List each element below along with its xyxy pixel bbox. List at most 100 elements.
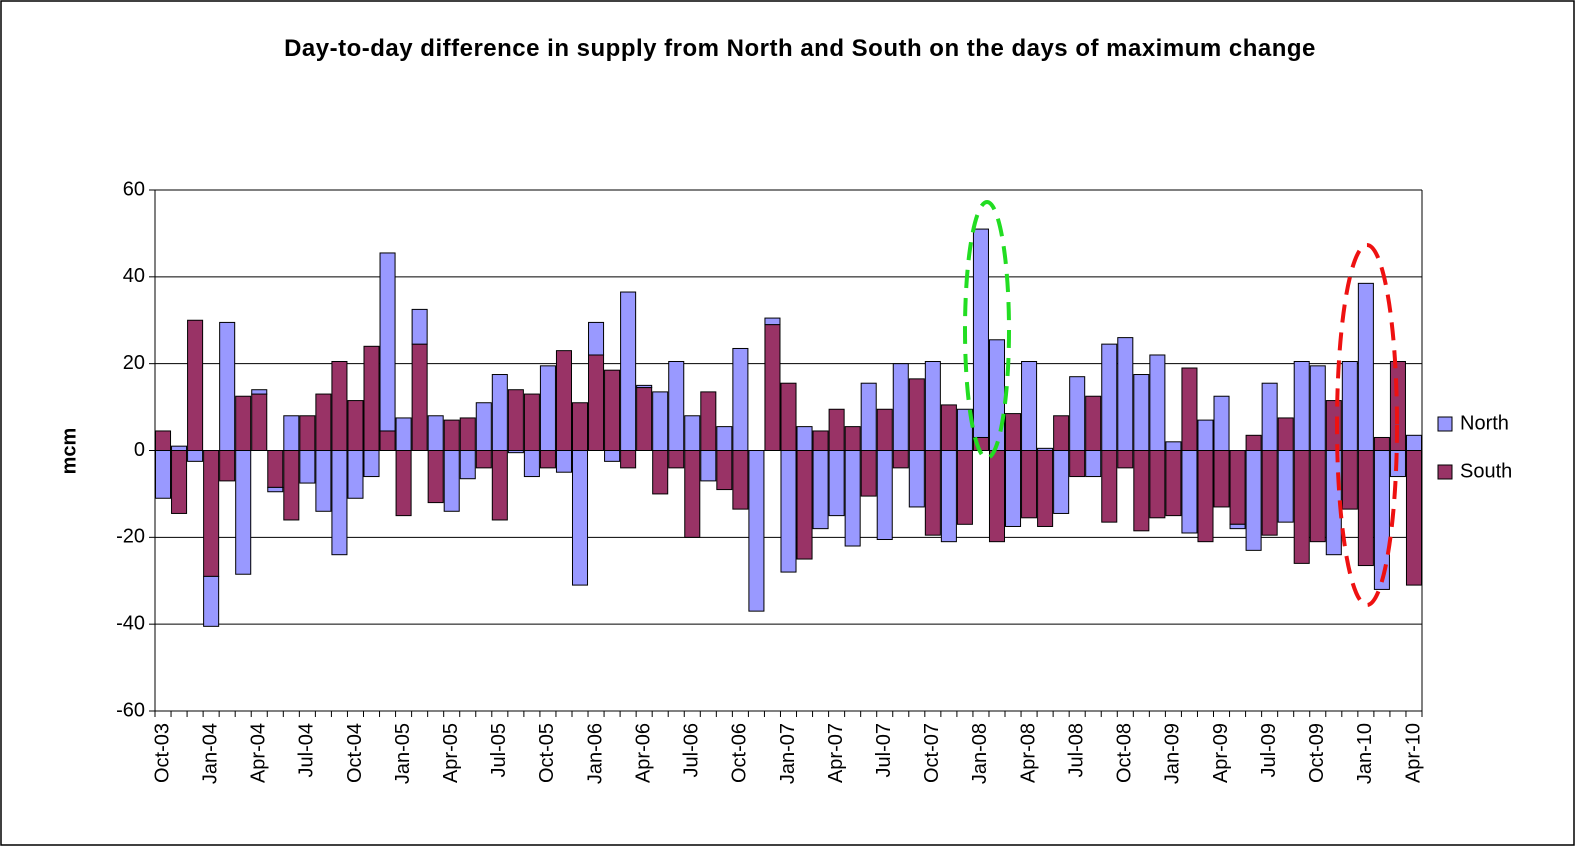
bar xyxy=(1181,367,1198,451)
bar xyxy=(1277,450,1294,523)
bar xyxy=(1213,450,1230,508)
legend-swatch xyxy=(1437,464,1453,480)
bar xyxy=(668,360,685,451)
bar xyxy=(988,339,1006,452)
bar xyxy=(668,450,685,469)
x-tick-label: Apr-05 xyxy=(440,723,462,783)
bar xyxy=(620,291,637,452)
bar xyxy=(1229,523,1246,530)
bar xyxy=(363,345,380,451)
bar xyxy=(588,321,605,356)
bar xyxy=(684,415,701,451)
x-tick-label: Apr-10 xyxy=(1402,723,1424,783)
bar xyxy=(203,450,220,577)
x-tick-label: Oct-07 xyxy=(921,723,943,783)
bar xyxy=(988,450,1006,543)
bar xyxy=(283,450,300,521)
bar xyxy=(828,408,845,452)
bar xyxy=(972,228,989,438)
bar xyxy=(1165,450,1182,517)
bar xyxy=(604,450,621,462)
bar xyxy=(347,450,364,499)
bar xyxy=(716,450,733,491)
bar xyxy=(844,426,861,451)
bar xyxy=(523,450,540,478)
bar xyxy=(1053,450,1070,514)
bar xyxy=(1117,450,1134,469)
bar xyxy=(764,324,781,452)
bar xyxy=(427,415,444,451)
bar xyxy=(1197,450,1214,543)
bar xyxy=(1005,450,1022,527)
legend-swatch xyxy=(1437,416,1453,432)
legend-frame xyxy=(1430,398,1570,498)
bar xyxy=(1165,441,1182,452)
x-tick-label: Apr-07 xyxy=(825,723,847,783)
bar xyxy=(1309,365,1326,451)
bar xyxy=(1309,450,1326,543)
x-tick-label: Jul-08 xyxy=(1065,723,1087,777)
x-tick-label: Jan-04 xyxy=(199,723,221,784)
x-tick-label: Jul-04 xyxy=(296,723,318,777)
bar xyxy=(700,450,717,482)
bar xyxy=(283,415,300,451)
y-tick-label: -40 xyxy=(116,612,145,634)
bar xyxy=(1245,434,1262,452)
bar xyxy=(1181,450,1198,534)
bar xyxy=(347,400,364,451)
bar xyxy=(1357,282,1374,451)
bar xyxy=(171,445,188,451)
bar xyxy=(395,450,412,517)
bar xyxy=(443,450,460,512)
bar xyxy=(796,426,813,451)
bar xyxy=(940,450,957,543)
bar xyxy=(1149,354,1166,452)
bar xyxy=(908,450,925,508)
x-tick-label: Apr-04 xyxy=(248,723,270,783)
bar xyxy=(956,450,973,525)
bar xyxy=(331,360,348,451)
bar xyxy=(187,450,204,462)
bar xyxy=(684,450,701,538)
bar xyxy=(379,252,396,432)
bar xyxy=(1005,413,1022,451)
bar xyxy=(812,450,829,530)
bar xyxy=(315,393,332,451)
y-tick-label: 20 xyxy=(123,352,145,374)
bar xyxy=(539,365,556,451)
bar xyxy=(235,450,252,575)
bar xyxy=(1021,450,1038,519)
x-tick-label: Jul-06 xyxy=(681,723,703,777)
bar xyxy=(652,391,669,452)
bar xyxy=(299,450,316,484)
bar xyxy=(555,350,572,451)
x-tick-label: Jan-06 xyxy=(584,723,606,784)
bar xyxy=(1357,450,1374,567)
bar xyxy=(940,404,957,452)
bar xyxy=(636,387,653,452)
y-tick-label: 40 xyxy=(123,265,145,287)
bar xyxy=(1373,436,1390,452)
x-tick-label: Apr-09 xyxy=(1210,723,1232,783)
legend-label: North xyxy=(1460,412,1509,434)
bar xyxy=(844,450,861,547)
x-tick-label: Apr-06 xyxy=(632,723,654,783)
bar xyxy=(1229,450,1246,525)
highlight-ellipse xyxy=(963,200,1011,460)
bar xyxy=(331,450,348,556)
bar xyxy=(411,308,428,345)
bar xyxy=(539,450,556,469)
bar xyxy=(1085,395,1102,451)
bar xyxy=(1149,450,1166,519)
bar xyxy=(299,415,316,451)
bar xyxy=(812,430,829,451)
bar xyxy=(1245,450,1262,551)
bar xyxy=(251,393,268,451)
bar xyxy=(491,374,508,452)
y-tick-label: -60 xyxy=(116,699,145,721)
bar xyxy=(620,450,637,469)
bar xyxy=(315,450,332,512)
y-tick-label: 60 xyxy=(123,178,145,200)
bar xyxy=(555,450,572,473)
bar xyxy=(459,417,476,451)
